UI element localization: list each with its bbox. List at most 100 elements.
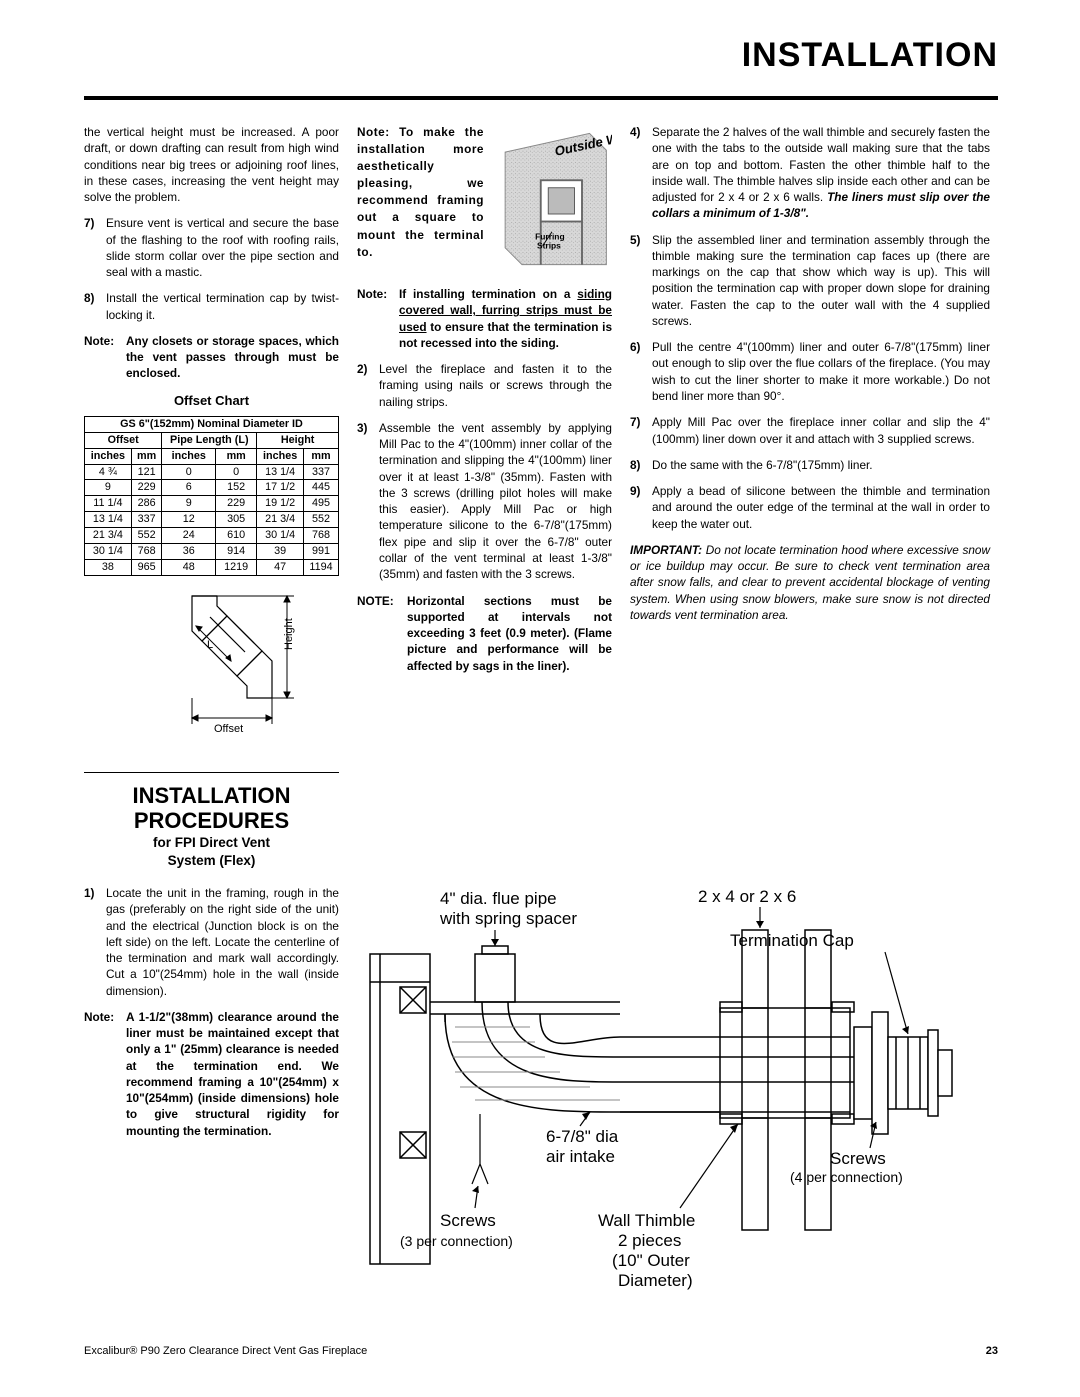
table-row: 30 1/47683691439991 — [85, 544, 339, 560]
step-text: Slip the assembled liner and termination… — [652, 232, 990, 330]
label-thimble4: Diameter) — [618, 1271, 693, 1290]
note-text: Any closets or storage spaces, which the… — [126, 333, 339, 382]
table-cell: 39 — [257, 544, 304, 560]
step-8: 8) Install the vertical termination cap … — [84, 290, 339, 323]
note-pre: If installing termination on a — [399, 287, 577, 301]
step-num: 5) — [630, 232, 652, 330]
important-note: IMPORTANT: Do not locate termination hoo… — [630, 542, 990, 623]
th-inches: inches — [257, 448, 304, 464]
th-mm: mm — [304, 448, 339, 464]
table-cell: 229 — [216, 496, 257, 512]
table-cell: 21 3/4 — [85, 528, 132, 544]
label-wall: 2 x 4 or 2 x 6 — [698, 887, 796, 906]
float-note-box: Note: To make the installation more aest… — [357, 124, 612, 274]
table-cell: 0 — [162, 464, 216, 480]
footer-product: Excalibur® P90 Zero Clearance Direct Ven… — [84, 1345, 367, 1357]
step-num: 9) — [630, 483, 652, 532]
step-text: Apply Mill Pac over the fireplace inner … — [652, 414, 990, 447]
step-8b: 8) Do the same with the 6-7/8"(175mm) li… — [630, 457, 990, 473]
table-cell: 30 1/4 — [85, 544, 132, 560]
diag-offset: Offset — [214, 723, 243, 735]
column-1: the vertical height must be increased. A… — [84, 124, 339, 1149]
offset-chart-heading: Offset Chart — [84, 392, 339, 410]
step-num: 6) — [630, 339, 652, 404]
label-screws3b: (3 per connection) — [400, 1233, 513, 1249]
label-intake2: air intake — [546, 1147, 615, 1166]
table-cell: 552 — [131, 528, 162, 544]
step-num: 4) — [630, 124, 652, 222]
strips-label: Strips — [537, 241, 561, 251]
note-label: Note: — [357, 286, 399, 351]
step-text: Separate the 2 halves of the wall thimbl… — [652, 124, 990, 222]
procedures-subtitle: for FPI Direct Vent System (Flex) — [84, 834, 339, 871]
important-label: IMPORTANT: — [630, 543, 702, 557]
step-num: 7) — [630, 414, 652, 447]
table-cell: 9 — [85, 480, 132, 496]
table-cell: 229 — [131, 480, 162, 496]
table-cell: 17 1/2 — [257, 480, 304, 496]
step-3: 3) Assemble the vent assembly by applyin… — [357, 420, 612, 583]
note-text: If installing termination on a siding co… — [399, 286, 612, 351]
note-text: Horizontal sections must be supported at… — [407, 593, 612, 674]
step-num: 1) — [84, 885, 106, 999]
proc-step-1: 1) Locate the unit in the framing, rough… — [84, 885, 339, 999]
table-cell: 337 — [304, 464, 339, 480]
table-cell: 610 — [216, 528, 257, 544]
table-cell: 337 — [131, 512, 162, 528]
table-cell: 914 — [216, 544, 257, 560]
th-mm: mm — [216, 448, 257, 464]
step-num: 3) — [357, 420, 379, 583]
proc-title-2: PROCEDURES — [134, 808, 289, 833]
table-cell: 12 — [162, 512, 216, 528]
th-inches: inches — [85, 448, 132, 464]
table-cell: 768 — [304, 528, 339, 544]
table-cell: 768 — [131, 544, 162, 560]
table-cell: 24 — [162, 528, 216, 544]
th-height: Height — [257, 432, 339, 448]
table-cell: 9 — [162, 496, 216, 512]
header-rule — [84, 96, 998, 100]
step-2: 2) Level the fireplace and fasten it to … — [357, 361, 612, 410]
table-row: 9229615217 1/2445 — [85, 480, 339, 496]
table-cell: 445 — [304, 480, 339, 496]
diag-L: L — [207, 639, 213, 651]
step-text: Ensure vent is vertical and secure the b… — [106, 215, 339, 280]
step-num: 8) — [84, 290, 106, 323]
table-cell: 152 — [216, 480, 257, 496]
table-cell: 47 — [257, 560, 304, 576]
table-cell: 38 — [85, 560, 132, 576]
table-cell: 13 1/4 — [257, 464, 304, 480]
diag-height: Height — [283, 618, 295, 650]
table-cell: 19 1/2 — [257, 496, 304, 512]
table-cell: 1194 — [304, 560, 339, 576]
proc-sub-2: System (Flex) — [168, 853, 256, 868]
step-num: 2) — [357, 361, 379, 410]
table-cell: 965 — [131, 560, 162, 576]
float-note-text: Note: To make the installation more aest… — [357, 124, 484, 274]
note-label: NOTE: — [357, 593, 407, 674]
table-row: 4 ¾1210013 1/4337 — [85, 464, 339, 480]
table-title: GS 6"(152mm) Nominal Diameter ID — [85, 416, 339, 432]
table-cell: 4 ¾ — [85, 464, 132, 480]
step-9: 9) Apply a bead of silicone between the … — [630, 483, 990, 532]
note-enclosed: Note: Any closets or storage spaces, whi… — [84, 333, 339, 382]
table-cell: 1219 — [216, 560, 257, 576]
step-text: Level the fireplace and fasten it to the… — [379, 361, 612, 410]
table-row: 11 1/4286922919 1/2495 — [85, 496, 339, 512]
note-post: to ensure that the termination is not re… — [399, 320, 612, 350]
label-tcap: Termination Cap — [730, 931, 854, 950]
table-cell: 30 1/4 — [257, 528, 304, 544]
table-cell: 13 1/4 — [85, 512, 132, 528]
outside-wall-diagram: Outside Wall Furring Strips — [492, 124, 612, 274]
table-cell: 48 — [162, 560, 216, 576]
label-intake: 6-7/8" dia — [546, 1127, 619, 1146]
label-screws: Screws — [830, 1149, 886, 1168]
footer-page-number: 23 — [986, 1345, 998, 1357]
table-cell: 0 — [216, 464, 257, 480]
step-text: Assemble the vent assembly by applying M… — [379, 420, 612, 583]
table-cell: 36 — [162, 544, 216, 560]
step-num: 8) — [630, 457, 652, 473]
offset-diagram: L Height Offset — [122, 588, 302, 758]
table-row: 38965481219471194 — [85, 560, 339, 576]
th-inches: inches — [162, 448, 216, 464]
